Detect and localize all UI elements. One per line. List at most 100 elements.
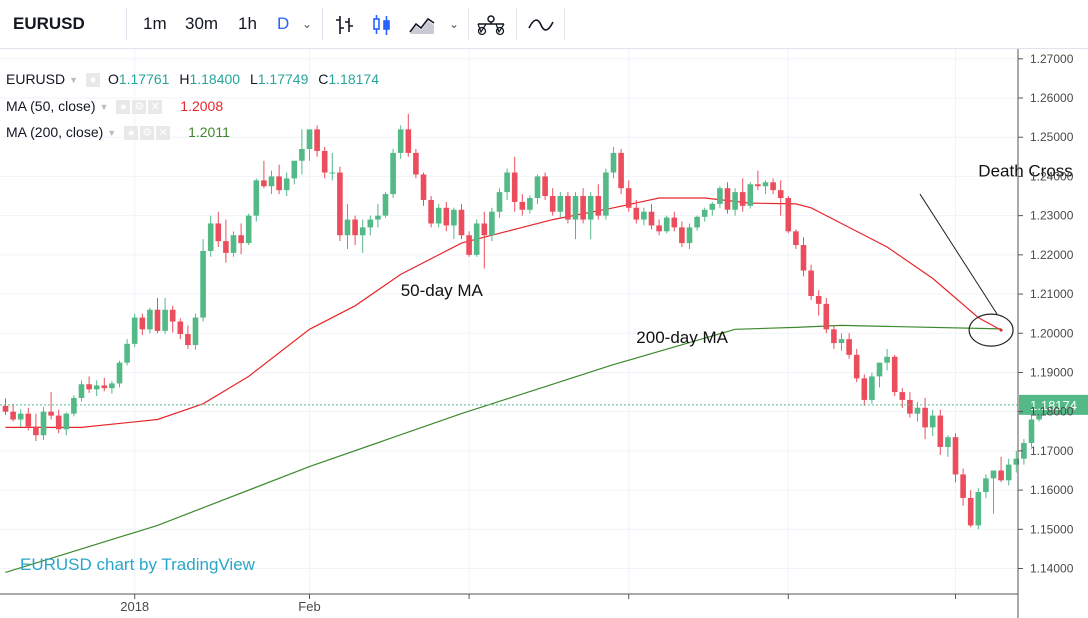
candle: [443, 201, 450, 232]
candle: [800, 237, 807, 277]
candle-body: [162, 309, 168, 331]
interval-button-30m[interactable]: 30m: [185, 14, 219, 33]
last-price-label-box: [1019, 394, 1088, 415]
candle-body: [185, 334, 191, 346]
candle-body: [428, 199, 434, 224]
candle-body: [101, 385, 108, 389]
candle: [253, 178, 260, 222]
candle-body: [268, 176, 275, 187]
candle: [679, 221, 685, 248]
candle: [268, 170, 275, 195]
candle: [435, 203, 442, 228]
legend-open-label: O: [107, 71, 119, 87]
interval-button-d[interactable]: D: [277, 14, 290, 33]
candle: [648, 203, 655, 230]
candle: [238, 223, 244, 255]
chevron-down-icon[interactable]: ▼: [99, 102, 109, 113]
legend-ma200-label[interactable]: MA (200, close): [6, 124, 104, 140]
candle-body: [899, 392, 906, 400]
legend-symbol[interactable]: EURUSD: [6, 71, 66, 87]
legend-ma50-label[interactable]: MA (50, close): [6, 98, 96, 114]
compare-icon[interactable]: [476, 14, 506, 36]
candle: [86, 376, 92, 393]
candle-body: [71, 397, 77, 414]
candle-body: [511, 172, 518, 202]
candle-body: [200, 250, 206, 318]
candle-body: [78, 384, 85, 398]
candle: [2, 398, 9, 415]
candle: [147, 307, 153, 334]
candle-body: [169, 309, 176, 322]
candle: [884, 348, 890, 371]
interval-button-1h[interactable]: 1h: [238, 14, 257, 33]
candle-body: [1005, 464, 1012, 481]
legend-close-label: C: [318, 71, 329, 87]
interval-button-1m[interactable]: 1m: [143, 14, 167, 33]
chevron-down-icon[interactable]: ▼: [107, 128, 117, 139]
candle-body: [527, 197, 533, 210]
candle-body: [519, 201, 526, 210]
candle-body: [785, 197, 792, 232]
chevron-down-icon[interactable]: ⌄: [449, 17, 460, 31]
candle: [124, 339, 130, 366]
chevron-down-icon[interactable]: ⌄: [302, 17, 313, 31]
candle: [337, 166, 343, 242]
candle-body: [329, 172, 336, 174]
candle-body: [1028, 419, 1035, 444]
eye-icon[interactable]: ●: [86, 73, 101, 88]
candle-body: [496, 192, 503, 212]
candle: [952, 433, 959, 483]
close-icon[interactable]: ✕: [156, 126, 171, 141]
candle-body: [116, 362, 123, 384]
candle: [101, 377, 108, 392]
candle-body: [656, 225, 662, 232]
close-icon[interactable]: ✕: [148, 100, 163, 115]
candle-body: [709, 203, 716, 210]
candle: [63, 412, 70, 436]
candle: [93, 380, 100, 396]
candles-icon[interactable]: [371, 14, 393, 36]
candle-body: [291, 160, 298, 179]
candle-body: [504, 172, 510, 193]
candle-body: [755, 184, 761, 187]
candle-body: [580, 196, 586, 220]
candle: [185, 325, 191, 349]
candle-body: [595, 196, 602, 216]
y-tick-label: 1.27000: [1030, 52, 1074, 66]
symbol-search-button[interactable]: EURUSD: [13, 14, 85, 33]
candle: [770, 178, 776, 195]
y-tick-label: 1.23000: [1030, 209, 1074, 223]
gear-icon[interactable]: ⚙: [132, 100, 147, 115]
candle: [192, 313, 199, 350]
candle: [823, 297, 830, 334]
eye-icon[interactable]: ●: [124, 126, 139, 141]
candle: [899, 388, 906, 408]
bar-chart-icon[interactable]: [334, 14, 356, 36]
tradingview-watermark: EURUSD chart by TradingView: [20, 555, 256, 574]
candle-body: [694, 216, 700, 228]
toolbar-separator: [322, 8, 323, 40]
candle-body: [724, 188, 731, 210]
candle-body: [739, 192, 746, 206]
candle: [511, 156, 518, 212]
candle-body: [587, 196, 594, 220]
x-tick-label: 2018: [120, 599, 149, 614]
indicators-icon[interactable]: [528, 14, 554, 36]
chevron-down-icon[interactable]: ▼: [69, 75, 79, 86]
candle-body: [321, 150, 328, 173]
candle: [527, 195, 533, 214]
candle-body: [283, 178, 290, 191]
candle: [33, 413, 39, 442]
area-chart-icon[interactable]: [409, 14, 435, 36]
candle: [739, 178, 746, 212]
candle: [572, 192, 579, 240]
candle: [466, 231, 472, 257]
candle-body: [253, 180, 260, 216]
legend-ma200-value: 1.2011: [188, 124, 230, 140]
gear-icon[interactable]: ⚙: [140, 126, 155, 141]
candle: [701, 207, 708, 222]
eye-icon[interactable]: ●: [116, 100, 131, 115]
candle-body: [663, 217, 670, 232]
price-chart[interactable]: 1.18174 Death Cross 50-day MA 200-day MA EUR…: [0, 49, 1088, 618]
candle-body: [732, 192, 738, 210]
